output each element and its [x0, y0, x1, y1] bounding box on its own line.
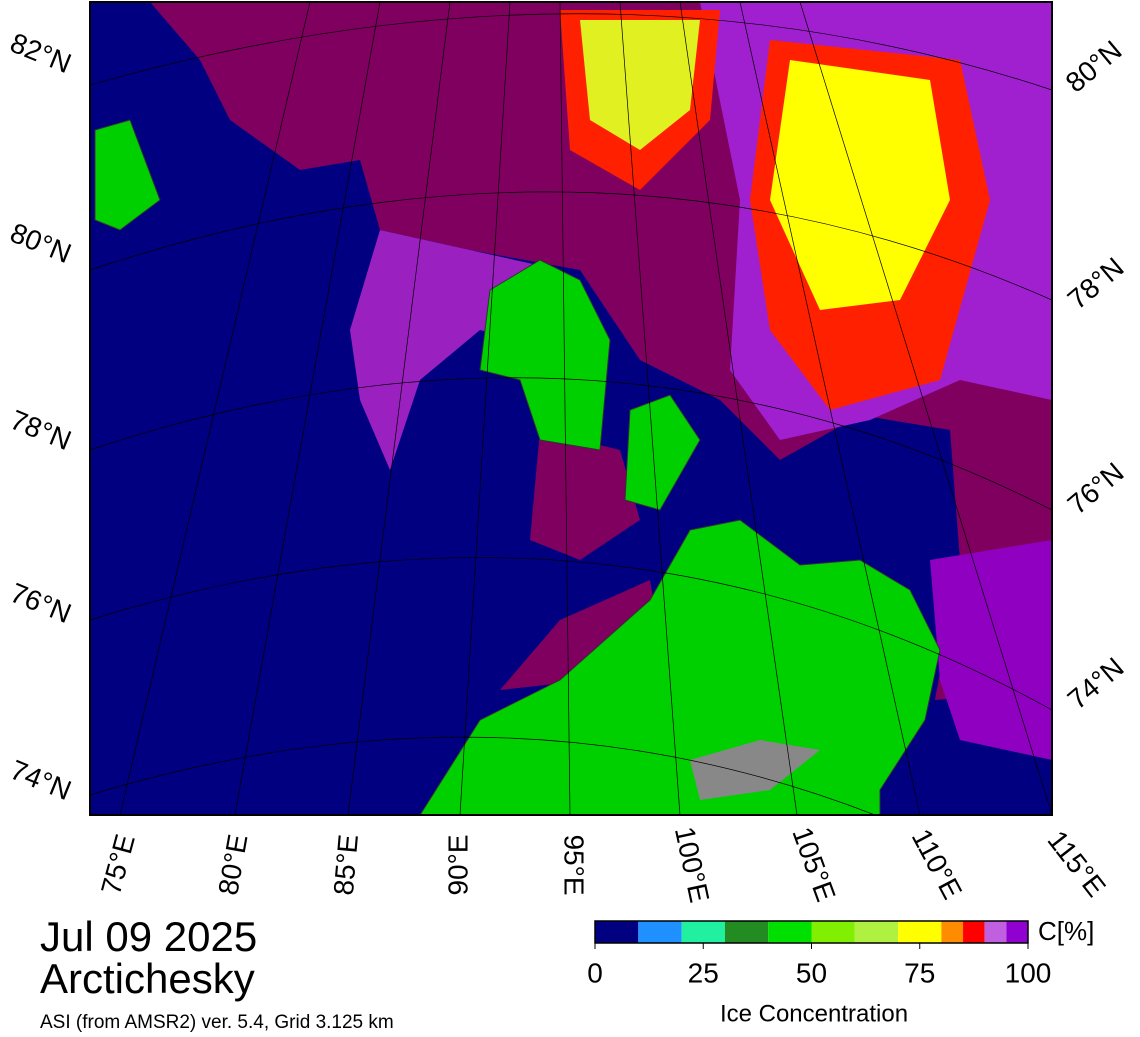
lon-label: 115°E: [1042, 825, 1112, 903]
lon-label: 110°E: [906, 824, 968, 904]
graticule-line: [90, 191, 1052, 301]
graticule-line: [459, 2, 511, 815]
colorbar-bin: [963, 921, 985, 943]
region: Arctichesky: [40, 955, 255, 1002]
colorbar-bin: [1006, 921, 1028, 943]
colorbar-bin: [854, 921, 899, 943]
colorbar-bin: [811, 921, 855, 943]
colorbar-bin: [595, 921, 639, 943]
graticule-line: [90, 377, 1052, 511]
ice-yellow-north: [580, 20, 700, 150]
ice-kara: [530, 430, 640, 560]
map-frame: [89, 1, 1053, 816]
colorbar-bin: [941, 921, 964, 943]
source: ASI (from AMSR2) ver. 5.4, Grid 3.125 km: [40, 1012, 394, 1033]
graticule-line: [234, 2, 381, 815]
colorbar-tick-label: 50: [796, 957, 827, 988]
graticule-line: [679, 2, 798, 815]
lon-label: 100°E: [669, 824, 715, 905]
lat-label: 82°N: [6, 27, 76, 79]
colorbar-bin: [724, 921, 769, 943]
island: [94, 119, 161, 231]
lat-label: 78°N: [6, 404, 76, 456]
colorbar-bin: [681, 921, 725, 943]
lat-label: 74°N: [6, 754, 76, 806]
graticule-line: [559, 2, 571, 815]
ice-yellow: [770, 60, 950, 310]
lat-label: 80°N: [6, 217, 76, 269]
graticule-line: [90, 13, 1052, 91]
lat-label: 76°N: [6, 577, 76, 629]
colorbar-label: Ice Concentration: [720, 1000, 908, 1027]
graticule-line: [739, 2, 921, 815]
graticule: [90, 2, 1052, 815]
land-patch: [690, 740, 820, 800]
map: [90, 2, 1052, 815]
lat-label: 78°N: [1062, 251, 1130, 315]
lat-label: 80°N: [1060, 34, 1128, 98]
lon-label: 85°E: [328, 833, 364, 897]
lon-label: 80°E: [212, 832, 253, 897]
colorbar-bin: [898, 921, 942, 943]
colorbar-unit: C[%]: [1038, 916, 1094, 946]
land: [419, 519, 941, 815]
lon-label: 75°E: [95, 831, 141, 898]
colorbar-bin: [638, 921, 682, 943]
lat-label: 74°N: [1062, 651, 1130, 715]
graticule-line: [119, 2, 311, 815]
graticule-line: [619, 2, 681, 815]
colorbar-bin: [984, 921, 1007, 943]
lon-label: 105°E: [786, 823, 841, 906]
colorbar-bin: [768, 921, 812, 943]
island: [479, 259, 611, 451]
colorbar-tick-label: 75: [904, 957, 935, 988]
graticule-line: [90, 557, 1052, 711]
lon-label: 90°E: [442, 834, 473, 895]
island: [624, 394, 701, 511]
lat-label: 76°N: [1062, 456, 1130, 520]
date: Jul 09 2025: [40, 913, 257, 960]
colorbar-tick-label: 25: [688, 957, 719, 988]
ice-laptev: [930, 540, 1052, 760]
graticule-line: [799, 2, 1052, 815]
colorbar-tick-label: 100: [1005, 957, 1052, 988]
graticule-line: [90, 736, 876, 815]
colorbar-tick-label: 0: [587, 957, 603, 988]
graticule-line: [347, 2, 451, 815]
lon-label: 95°E: [559, 834, 590, 895]
